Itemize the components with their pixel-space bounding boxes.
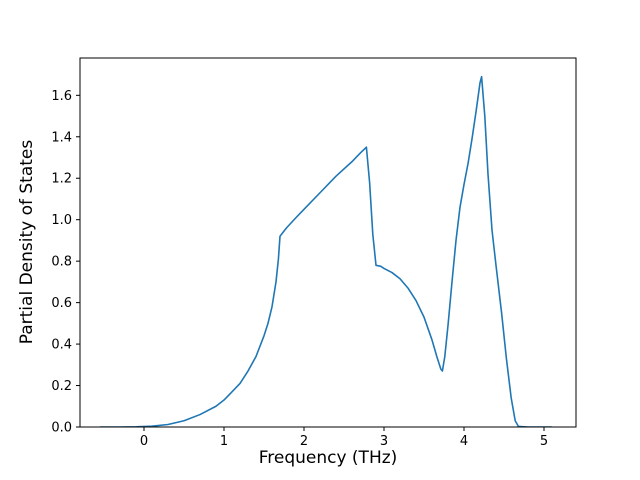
svg-text:4: 4 (460, 434, 468, 449)
svg-text:1: 1 (220, 434, 228, 449)
svg-text:0.0: 0.0 (51, 421, 72, 436)
svg-text:0.6: 0.6 (51, 296, 72, 311)
svg-text:3: 3 (380, 434, 388, 449)
svg-text:2: 2 (300, 434, 308, 449)
svg-text:0.4: 0.4 (51, 338, 72, 353)
svg-text:0.8: 0.8 (51, 255, 72, 270)
y-axis-label: Partial Density of States (17, 139, 37, 345)
x-axis-label: Frequency (THz) (258, 448, 398, 468)
svg-text:0: 0 (140, 434, 148, 449)
svg-text:1.4: 1.4 (51, 130, 72, 145)
svg-text:1.2: 1.2 (51, 172, 72, 187)
svg-text:5: 5 (540, 434, 548, 449)
svg-text:1.6: 1.6 (51, 89, 72, 104)
svg-text:1.0: 1.0 (51, 213, 72, 228)
svg-text:0.2: 0.2 (51, 379, 72, 394)
